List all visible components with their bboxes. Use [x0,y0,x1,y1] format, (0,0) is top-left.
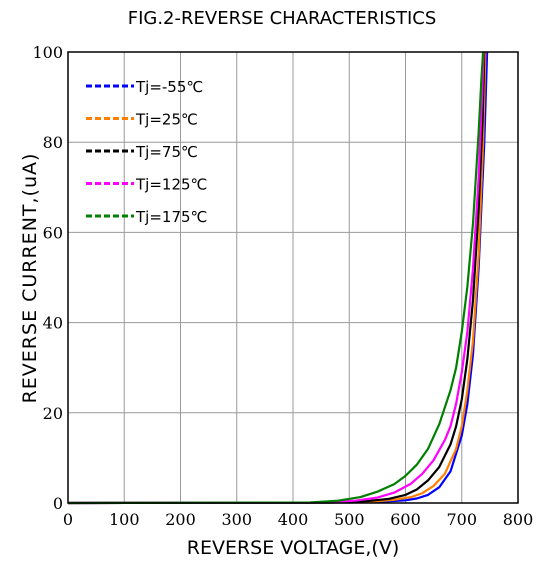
legend-label: Tj=25℃ [135,111,198,129]
series-line [67,51,485,505]
series-lines [67,51,489,505]
y-tick-label: 40 [43,314,63,333]
series-line [67,51,485,505]
legend-label: Tj=175℃ [135,208,207,226]
x-axis-label: REVERSE VOLTAGE,(V) [187,537,400,559]
grid-lines [67,51,519,504]
series-line [67,51,486,505]
y-tick-label: 60 [43,223,63,242]
chart-title: FIG.2-REVERSE CHARACTERISTICS [128,8,437,29]
tick-labels: 0 100 200 300 400 500 600 700 800 0 20 40 60 80 100 [32,43,533,529]
x-tick-label: 800 [503,510,534,529]
y-tick-label: 80 [43,133,63,152]
x-tick-label: 200 [165,510,196,529]
legend-label: Tj=75℃ [135,143,198,161]
legend-label: Tj=125℃ [135,176,207,194]
legend-label: Tj=-55℃ [135,78,203,96]
x-tick-label: 100 [109,510,140,529]
x-tick-label: 700 [446,510,477,529]
y-tick-label: 0 [53,494,63,513]
plot-frame [67,51,519,504]
x-tick-label: 0 [63,510,73,529]
series-line [67,51,489,505]
series-line [67,51,487,505]
legend: Tj=-55℃ Tj=25℃ Tj=75℃ Tj=125℃ Tj=175℃ [86,78,207,226]
x-tick-label: 400 [278,510,309,529]
x-tick-label: 600 [390,510,421,529]
y-tick-label: 20 [43,404,63,423]
x-tick-label: 500 [334,510,365,529]
y-tick-label: 100 [32,43,63,62]
x-tick-label: 300 [221,510,252,529]
y-axis-label: REVERSE CURRENT,(uA) [19,153,41,404]
